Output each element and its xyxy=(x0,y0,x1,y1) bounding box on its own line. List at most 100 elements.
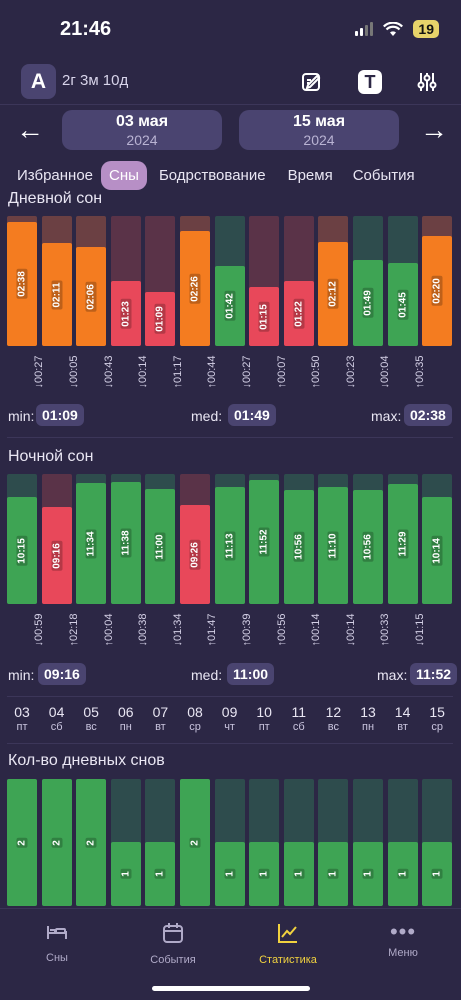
bar[interactable]: 1 xyxy=(110,779,141,906)
bar[interactable]: 02:12 xyxy=(318,216,349,346)
bar[interactable]: 01:23 xyxy=(110,216,141,346)
bar-offset-label: ↓01:15 xyxy=(413,613,426,647)
bar[interactable]: 01:09 xyxy=(145,216,176,346)
bar[interactable]: 01:45 xyxy=(387,216,418,346)
bar[interactable]: 02:26 xyxy=(180,216,210,346)
bar[interactable]: 1 xyxy=(318,779,349,906)
bar[interactable]: 01:49 xyxy=(353,216,383,346)
bar[interactable]: 09:16 xyxy=(41,474,72,604)
bar[interactable]: 1 xyxy=(283,779,314,906)
status-time: 21:46 xyxy=(60,18,112,40)
bar[interactable]: 10:15 xyxy=(7,474,37,604)
bar-value-label: 1 xyxy=(362,869,374,879)
night-sleep-title: Ночной сон xyxy=(8,448,94,465)
day-weekday: пн xyxy=(119,721,132,733)
edit-icon[interactable] xyxy=(294,64,330,100)
bar-offset-label: ↑02:18 xyxy=(67,613,80,647)
bed-icon xyxy=(47,926,67,939)
bar[interactable]: 11:00 xyxy=(145,474,176,604)
bar[interactable]: 01:15 xyxy=(249,216,280,346)
bar[interactable]: 1 xyxy=(387,779,418,906)
day-number: 10 xyxy=(256,704,272,720)
bar[interactable]: 09:26 xyxy=(180,474,210,604)
bar[interactable]: 11:38 xyxy=(110,474,141,604)
bar-value-label: 10:14 xyxy=(431,535,443,566)
bar[interactable]: 11:34 xyxy=(76,474,107,604)
bar[interactable]: 10:56 xyxy=(283,474,314,604)
bar[interactable]: 1 xyxy=(353,779,383,906)
status-icons: 19 xyxy=(355,20,439,38)
bar[interactable]: 11:29 xyxy=(387,474,418,604)
bar[interactable]: 02:20 xyxy=(422,216,453,346)
bar-offset-label: ↓00:05 xyxy=(67,355,80,389)
tab-time[interactable]: Время xyxy=(287,166,333,184)
bar-offset-label: ↑00:50 xyxy=(310,355,323,389)
bar-offset-label: ↓00:23 xyxy=(344,355,357,389)
bar-fill: 1 xyxy=(422,842,453,906)
bar-fill: 1 xyxy=(318,842,349,906)
bar[interactable]: 02:11 xyxy=(41,216,72,346)
bar-offset-label: ↑00:56 xyxy=(275,613,288,647)
date-from-button[interactable]: 03 мая 2024 xyxy=(62,110,222,150)
nav-sleep[interactable]: Сны xyxy=(7,921,107,964)
bar[interactable]: 11:13 xyxy=(214,474,245,604)
bar-fill: 02:26 xyxy=(180,231,210,346)
night-sleep-chart: 10:15 09:16 11:34 11:38 11:00 09:26 11:13 11:52… xyxy=(7,474,455,604)
day-weekday: сб xyxy=(50,721,63,733)
bar[interactable]: 10:56 xyxy=(353,474,383,604)
bar[interactable]: 1 xyxy=(145,779,176,906)
child-avatar[interactable]: A xyxy=(21,64,56,99)
prev-arrow-icon[interactable]: ← xyxy=(16,114,44,145)
bar[interactable]: 1 xyxy=(422,779,453,906)
tab-sleep[interactable]: Сны xyxy=(101,160,147,190)
nap-count-chart: 2 2 2 1 1 2 1 1 1 1 1 1 1 xyxy=(7,779,455,906)
night-min-value: 09:16 xyxy=(38,663,86,685)
nav-statistics[interactable]: Статистика xyxy=(238,921,338,966)
bar[interactable]: 10:14 xyxy=(422,474,453,604)
bar[interactable]: 2 xyxy=(7,779,37,906)
header-divider xyxy=(0,104,461,105)
bar-value-label: 1 xyxy=(258,869,270,879)
bar[interactable]: 2 xyxy=(41,779,72,906)
text-icon[interactable]: T xyxy=(352,64,388,100)
bar[interactable]: 02:38 xyxy=(7,216,37,346)
next-arrow-icon[interactable]: → xyxy=(420,114,448,145)
bar-fill: 11:10 xyxy=(318,487,349,604)
bar-value-label: 01:42 xyxy=(224,291,236,321)
bar-value-label: 11:10 xyxy=(327,530,339,561)
day-weekday: вт xyxy=(155,721,166,733)
tab-wake[interactable]: Бодрствование xyxy=(158,166,266,184)
more-icon: ••• xyxy=(389,919,417,944)
bar[interactable]: 01:42 xyxy=(214,216,245,346)
bar-value-label: 11:34 xyxy=(85,528,97,559)
day-number: 12 xyxy=(325,704,342,720)
bar[interactable]: 11:52 xyxy=(249,474,280,604)
bar-value-label: 10:56 xyxy=(293,532,305,562)
date-to-button[interactable]: 15 мая 2024 xyxy=(239,110,399,150)
nav-menu[interactable]: ••• Меню xyxy=(353,919,453,960)
bar[interactable]: 01:22 xyxy=(283,216,314,346)
bar[interactable]: 1 xyxy=(214,779,245,906)
bar[interactable]: 11:10 xyxy=(318,474,349,604)
bar-offset-label: ↓00:27 xyxy=(33,355,46,389)
bar-fill: 10:15 xyxy=(7,497,37,604)
bar[interactable]: 02:06 xyxy=(76,216,107,346)
bar-value-label: 01:09 xyxy=(154,304,166,334)
bar-value-label: 01:23 xyxy=(120,298,132,329)
bar-value-label: 1 xyxy=(327,869,339,879)
tab-events[interactable]: События xyxy=(352,166,415,184)
bar[interactable]: 1 xyxy=(249,779,280,906)
filter-sliders-icon[interactable] xyxy=(409,64,445,100)
day-number: 08 xyxy=(187,704,203,720)
day-number: 14 xyxy=(394,704,411,720)
tab-favorites[interactable]: Избранное xyxy=(17,166,94,184)
bar-value-label: 02:06 xyxy=(85,281,97,312)
bar-fill: 2 xyxy=(76,779,107,906)
day-max-value: 02:38 xyxy=(404,404,452,426)
bar[interactable]: 2 xyxy=(76,779,107,906)
bar-value-label: 01:22 xyxy=(293,298,305,329)
bar-fill: 10:56 xyxy=(353,490,383,604)
nav-events[interactable]: События xyxy=(123,921,223,966)
day-label: 12 вс xyxy=(318,704,348,733)
bar[interactable]: 2 xyxy=(180,779,210,906)
